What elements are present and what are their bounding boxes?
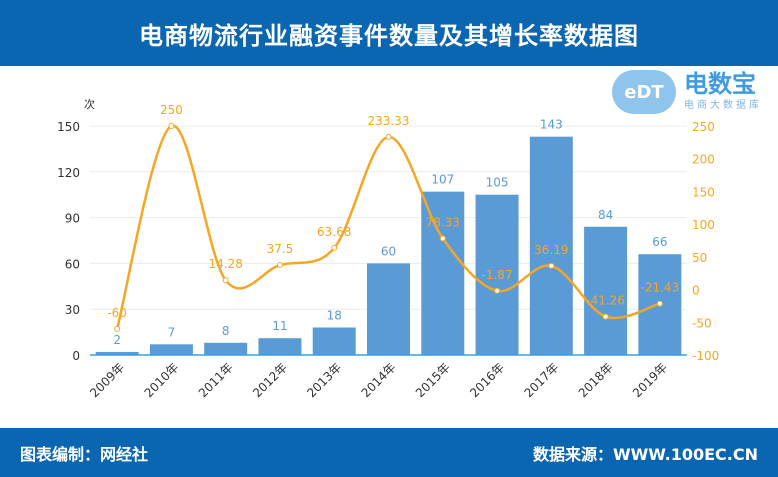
bar-data-label: 7 bbox=[168, 325, 176, 339]
line-data-label: -41.26 bbox=[586, 294, 625, 308]
left-tick-label: 120 bbox=[57, 166, 80, 180]
right-tick-label: 150 bbox=[692, 185, 715, 199]
bar bbox=[312, 327, 356, 355]
left-tick-label: 0 bbox=[72, 349, 80, 363]
chart-title: 电商物流行业融资事件数量及其增长率数据图 bbox=[0, 0, 778, 66]
bar-data-label: 8 bbox=[222, 324, 230, 338]
right-tick-label: 0 bbox=[692, 284, 700, 298]
x-tick-label: 2009年 bbox=[87, 360, 127, 400]
right-tick-label: -100 bbox=[692, 349, 719, 363]
bar-data-label: 11 bbox=[272, 319, 287, 333]
line-point bbox=[114, 325, 121, 332]
logo-name: 电数宝 bbox=[684, 70, 756, 98]
line-point bbox=[494, 287, 501, 294]
bar bbox=[475, 194, 519, 355]
bar bbox=[421, 191, 465, 355]
bar bbox=[529, 136, 573, 355]
y-axis-label: 次 bbox=[84, 97, 95, 111]
x-tick-label: 2013年 bbox=[304, 360, 344, 400]
bar-data-label: 105 bbox=[486, 176, 509, 190]
bar bbox=[584, 226, 628, 355]
line-data-label: -60 bbox=[107, 306, 127, 320]
bar-data-label: 60 bbox=[381, 244, 396, 258]
bar bbox=[95, 351, 139, 355]
line-data-label: 36.19 bbox=[534, 243, 568, 257]
bar bbox=[258, 338, 302, 355]
line-point bbox=[656, 300, 663, 307]
bar-data-label: 107 bbox=[431, 173, 454, 187]
bar bbox=[149, 344, 193, 355]
logo-sub: 电商大数据库 bbox=[684, 100, 762, 111]
x-tick-label: 2017年 bbox=[521, 360, 561, 400]
footer-credit: 图表编制：网经社 bbox=[20, 444, 149, 464]
line-data-label: -1.87 bbox=[482, 268, 513, 282]
logo-cloud-icon: eDT bbox=[612, 70, 676, 114]
logo: eDT 电数宝 电商大数据库 bbox=[612, 68, 772, 116]
line-data-label: -21.43 bbox=[641, 281, 680, 295]
line-point bbox=[385, 133, 392, 140]
bar-data-label: 18 bbox=[327, 309, 342, 323]
bar bbox=[367, 263, 410, 355]
line-point bbox=[439, 235, 446, 242]
line-data-label: 37.5 bbox=[267, 242, 294, 256]
bar-data-label: 143 bbox=[540, 118, 563, 132]
line-data-label: 14.28 bbox=[209, 257, 243, 271]
line-data-label: 78.33 bbox=[426, 215, 460, 229]
line-point bbox=[548, 262, 555, 269]
right-tick-label: 100 bbox=[692, 218, 715, 232]
x-tick-label: 2019年 bbox=[630, 360, 670, 400]
footer-source: 数据来源：WWW.100EC.CN bbox=[532, 444, 758, 464]
line-data-label: 63.68 bbox=[317, 225, 351, 239]
right-tick-label: -50 bbox=[692, 316, 712, 330]
left-tick-label: 150 bbox=[57, 120, 80, 134]
x-tick-label: 2016年 bbox=[467, 360, 507, 400]
bar-data-label: 2 bbox=[113, 333, 121, 347]
line-point bbox=[168, 123, 175, 129]
footer: 图表编制：网经社 数据来源：WWW.100EC.CN bbox=[0, 428, 778, 477]
x-tick-label: 2012年 bbox=[250, 360, 290, 400]
right-tick-label: 250 bbox=[692, 120, 715, 134]
x-tick-label: 2014年 bbox=[359, 360, 399, 400]
bar bbox=[204, 342, 248, 355]
x-tick-label: 2018年 bbox=[576, 360, 616, 400]
x-tick-label: 2011年 bbox=[196, 360, 236, 400]
left-tick-label: 30 bbox=[65, 303, 80, 317]
x-tick-label: 2010年 bbox=[142, 360, 182, 400]
bar-data-label: 66 bbox=[652, 235, 667, 249]
right-tick-label: 50 bbox=[692, 251, 707, 265]
right-tick-label: 200 bbox=[692, 153, 715, 167]
line-data-label: 250 bbox=[160, 103, 183, 117]
chart: 0 30 60 90 120 150 -100 -50 0 50 100 150 200 250 次 2 7 8 1… bbox=[57, 97, 719, 400]
line-point bbox=[276, 262, 283, 269]
line-data-label: 233.33 bbox=[368, 114, 410, 128]
left-tick-label: 90 bbox=[65, 212, 80, 226]
left-tick-label: 60 bbox=[65, 257, 80, 271]
line-point bbox=[331, 244, 338, 251]
x-tick-label: 2015年 bbox=[413, 360, 453, 400]
bar-data-label: 84 bbox=[598, 208, 613, 222]
line-point bbox=[602, 313, 609, 320]
line-point bbox=[222, 277, 229, 284]
